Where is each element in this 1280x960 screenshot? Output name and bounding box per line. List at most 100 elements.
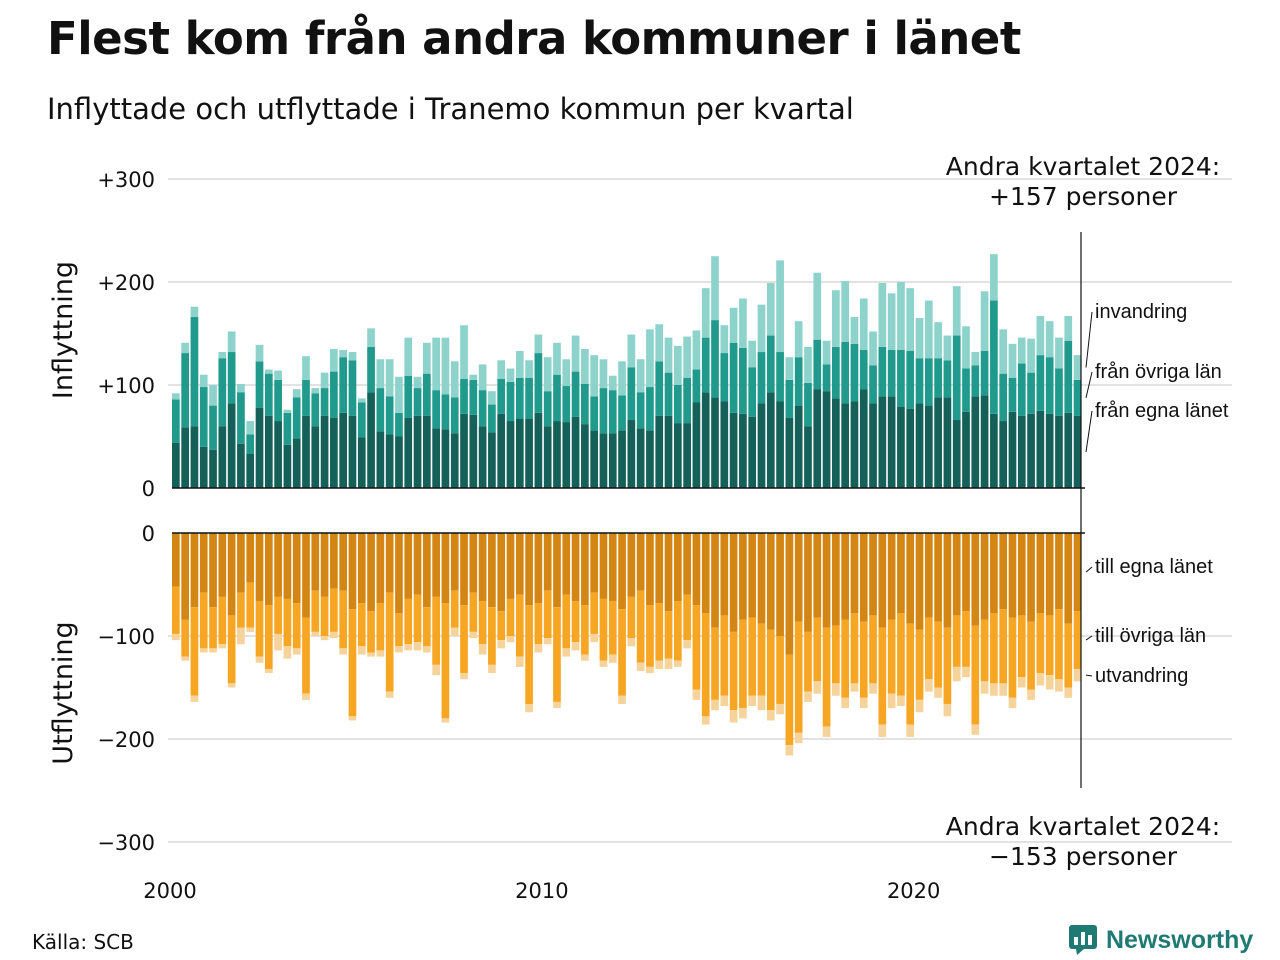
bar-outflow-0-65 bbox=[776, 533, 784, 636]
bar-inflow-2-3 bbox=[199, 374, 208, 388]
bar-inflow-2-1 bbox=[181, 342, 189, 354]
bar-outflow-1-63 bbox=[757, 623, 766, 696]
bar-outflow-0-73 bbox=[850, 533, 859, 614]
bar-inflow-1-27 bbox=[422, 373, 431, 416]
y-tick-inflow-3: +300 bbox=[97, 168, 155, 192]
bar-inflow-1-35 bbox=[497, 378, 506, 414]
bar-inflow-0-14 bbox=[302, 415, 310, 488]
bar-inflow-2-30 bbox=[450, 361, 459, 398]
bar-inflow-2-62 bbox=[748, 340, 757, 368]
bar-inflow-1-8 bbox=[246, 434, 255, 455]
bar-inflow-1-24 bbox=[395, 412, 403, 437]
bar-outflow-1-8 bbox=[246, 582, 255, 628]
bar-inflow-1-32 bbox=[469, 379, 478, 415]
bar-outflow-2-22 bbox=[376, 650, 385, 657]
bar-inflow-1-18 bbox=[339, 357, 348, 413]
bar-outflow-1-89 bbox=[999, 609, 1008, 684]
bar-outflow-1-36 bbox=[506, 598, 515, 636]
bar-inflow-1-42 bbox=[562, 386, 571, 423]
bar-inflow-1-5 bbox=[218, 358, 227, 427]
bar-inflow-1-26 bbox=[413, 388, 422, 416]
bar-inflow-2-45 bbox=[590, 355, 599, 397]
bar-inflow-2-85 bbox=[962, 326, 970, 369]
bar-inflow-2-34 bbox=[488, 391, 496, 405]
bar-inflow-2-80 bbox=[915, 318, 924, 359]
bar-outflow-0-78 bbox=[897, 533, 905, 614]
bar-inflow-1-2 bbox=[190, 317, 199, 427]
bar-outflow-2-36 bbox=[506, 636, 515, 643]
bar-outflow-2-43 bbox=[571, 642, 580, 651]
bar-inflow-2-59 bbox=[720, 325, 729, 354]
bar-outflow-0-66 bbox=[785, 533, 794, 655]
bar-outflow-2-45 bbox=[590, 633, 599, 643]
bar-outflow-2-7 bbox=[237, 627, 245, 645]
bar-inflow-1-40 bbox=[543, 391, 552, 427]
bar-outflow-1-79 bbox=[906, 623, 915, 725]
bar-inflow-0-39 bbox=[534, 412, 543, 488]
bar-outflow-0-23 bbox=[385, 533, 394, 593]
bar-outflow-0-2 bbox=[190, 533, 199, 608]
bar-outflow-1-7 bbox=[237, 592, 245, 628]
bar-inflow-1-68 bbox=[804, 382, 812, 427]
bar-outflow-1-31 bbox=[460, 605, 468, 674]
bar-outflow-2-30 bbox=[450, 627, 459, 636]
bar-outflow-1-52 bbox=[655, 603, 664, 661]
bar-outflow-0-70 bbox=[822, 533, 831, 628]
bar-outflow-2-56 bbox=[692, 689, 701, 700]
bar-outflow-1-46 bbox=[599, 598, 608, 661]
bar-outflow-1-61 bbox=[739, 619, 747, 709]
bar-inflow-0-24 bbox=[395, 436, 403, 488]
bar-inflow-2-82 bbox=[934, 322, 942, 359]
bar-outflow-2-38 bbox=[525, 703, 533, 713]
bar-inflow-2-83 bbox=[943, 335, 952, 361]
bar-outflow-1-44 bbox=[581, 605, 589, 655]
bar-outflow-0-60 bbox=[729, 533, 738, 632]
bar-inflow-1-52 bbox=[655, 361, 664, 416]
bar-inflow-2-74 bbox=[859, 298, 868, 350]
bar-outflow-0-25 bbox=[404, 533, 413, 599]
bar-inflow-1-41 bbox=[553, 374, 561, 422]
bar-inflow-2-75 bbox=[869, 331, 877, 366]
bar-inflow-1-72 bbox=[841, 341, 850, 404]
bar-inflow-1-0 bbox=[172, 399, 180, 443]
bar-inflow-2-89 bbox=[999, 329, 1008, 374]
bar-inflow-0-36 bbox=[506, 421, 515, 488]
bar-outflow-0-54 bbox=[673, 533, 682, 601]
bar-outflow-2-61 bbox=[739, 708, 747, 719]
bar-inflow-0-54 bbox=[673, 423, 682, 488]
bar-inflow-1-37 bbox=[515, 377, 524, 419]
bar-outflow-2-34 bbox=[488, 664, 496, 674]
bar-outflow-1-20 bbox=[357, 603, 366, 647]
bar-inflow-0-22 bbox=[376, 431, 385, 488]
bar-inflow-0-93 bbox=[1036, 410, 1045, 488]
bar-inflow-2-52 bbox=[655, 324, 664, 362]
bar-inflow-1-46 bbox=[599, 388, 608, 434]
bar-inflow-1-59 bbox=[720, 353, 729, 402]
bar-outflow-2-41 bbox=[553, 701, 561, 709]
bar-inflow-2-36 bbox=[506, 368, 515, 382]
bar-outflow-1-37 bbox=[515, 594, 524, 657]
bar-outflow-1-9 bbox=[255, 600, 264, 657]
bar-outflow-1-33 bbox=[478, 600, 487, 645]
bar-outflow-2-23 bbox=[385, 691, 394, 698]
bar-outflow-0-1 bbox=[181, 533, 189, 620]
bar-inflow-1-11 bbox=[274, 379, 282, 422]
bar-outflow-1-62 bbox=[748, 617, 757, 696]
bar-inflow-0-32 bbox=[469, 414, 478, 488]
bar-outflow-0-24 bbox=[395, 533, 403, 614]
bar-inflow-2-56 bbox=[692, 330, 701, 370]
bar-inflow-1-57 bbox=[701, 337, 710, 393]
bar-outflow-1-49 bbox=[627, 596, 636, 639]
bar-inflow-2-35 bbox=[497, 360, 506, 379]
bar-inflow-1-30 bbox=[450, 397, 459, 434]
bar-outflow-0-21 bbox=[367, 533, 375, 612]
bar-outflow-0-22 bbox=[376, 533, 385, 604]
bar-inflow-0-10 bbox=[264, 415, 273, 488]
bar-inflow-0-19 bbox=[348, 415, 357, 488]
bar-outflow-2-27 bbox=[422, 646, 431, 653]
bar-outflow-2-17 bbox=[330, 631, 338, 639]
bar-inflow-2-70 bbox=[822, 340, 831, 365]
bar-outflow-1-11 bbox=[274, 596, 282, 634]
bar-inflow-2-87 bbox=[980, 291, 989, 352]
bar-outflow-2-15 bbox=[311, 631, 320, 636]
